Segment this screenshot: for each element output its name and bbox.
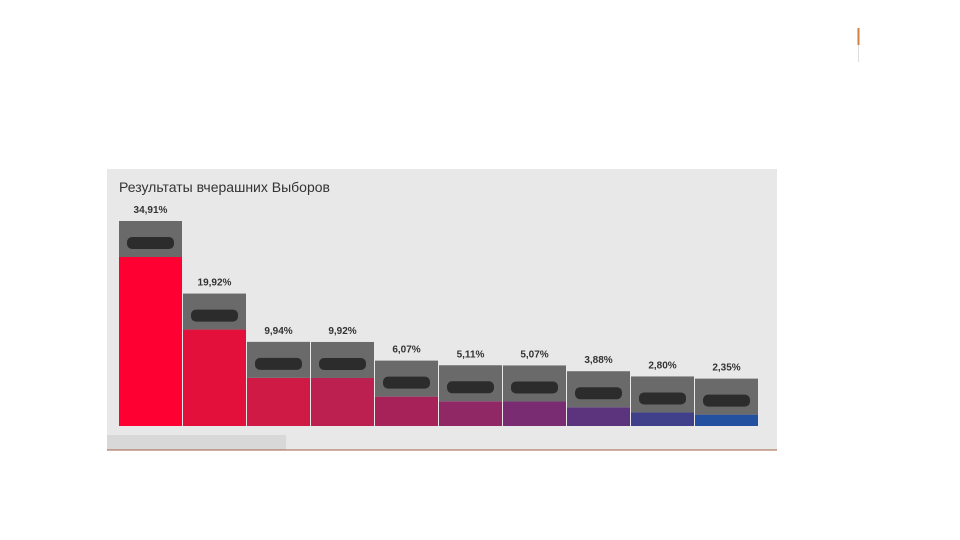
bar: [695, 414, 758, 426]
car-photo-detail: [383, 376, 430, 389]
value-label: 9,92%: [328, 326, 356, 337]
car-photo-detail: [319, 357, 366, 370]
value-label: 9,94%: [264, 326, 292, 337]
car-photo-detail: [191, 309, 238, 322]
bar: [567, 407, 630, 426]
bar: [183, 329, 246, 426]
car-photo-detail: [127, 237, 174, 249]
bar: [503, 401, 566, 426]
scroll-strip: [107, 435, 286, 450]
bar: [247, 377, 310, 426]
value-label: 3,88%: [584, 355, 612, 366]
bar: [119, 257, 182, 426]
value-label: 2,35%: [712, 363, 740, 374]
value-label: 5,11%: [457, 349, 485, 360]
car-photo-detail: [639, 392, 686, 405]
car-photo-detail: [447, 381, 494, 394]
value-label: 6,07%: [392, 345, 420, 356]
chart-title: Результаты вчерашних Выборов: [119, 179, 330, 195]
car-photo-detail: [703, 394, 750, 407]
bar: [311, 377, 374, 426]
car-photo-detail: [255, 357, 302, 370]
value-label: 2,80%: [648, 360, 676, 371]
bar: [631, 412, 694, 426]
bar: [439, 401, 502, 426]
value-label: 19,92%: [198, 278, 232, 289]
value-label: 5,07%: [520, 349, 548, 360]
bar: [375, 396, 438, 426]
car-photo-detail: [511, 381, 558, 394]
value-label: 34,91%: [134, 205, 168, 216]
car-photo-detail: [575, 387, 622, 400]
